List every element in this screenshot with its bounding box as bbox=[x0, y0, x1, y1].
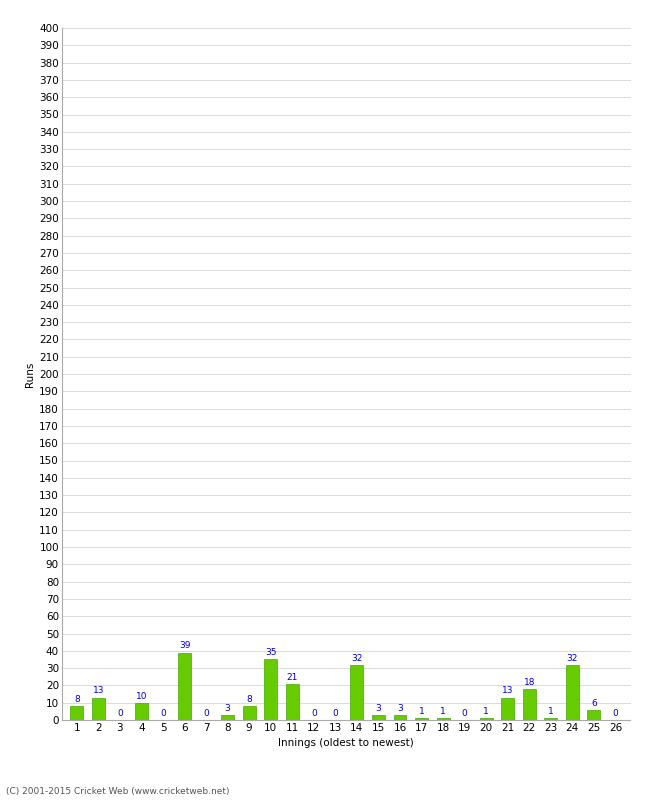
Text: 3: 3 bbox=[376, 704, 382, 713]
Bar bbox=[393, 715, 406, 720]
Text: 10: 10 bbox=[136, 692, 147, 701]
Text: 0: 0 bbox=[462, 709, 467, 718]
Text: 1: 1 bbox=[548, 707, 554, 716]
Text: 13: 13 bbox=[92, 686, 104, 695]
Text: 1: 1 bbox=[419, 707, 424, 716]
Bar bbox=[544, 718, 557, 720]
Text: 0: 0 bbox=[333, 709, 338, 718]
Text: 35: 35 bbox=[265, 648, 276, 658]
Text: 1: 1 bbox=[440, 707, 446, 716]
Text: 32: 32 bbox=[567, 654, 578, 662]
Text: 0: 0 bbox=[311, 709, 317, 718]
Text: 6: 6 bbox=[591, 698, 597, 707]
Bar bbox=[242, 706, 255, 720]
Text: (C) 2001-2015 Cricket Web (www.cricketweb.net): (C) 2001-2015 Cricket Web (www.cricketwe… bbox=[6, 787, 230, 796]
Text: 1: 1 bbox=[484, 707, 489, 716]
Bar bbox=[135, 702, 148, 720]
Bar bbox=[480, 718, 493, 720]
X-axis label: Innings (oldest to newest): Innings (oldest to newest) bbox=[278, 738, 414, 748]
Text: 21: 21 bbox=[287, 673, 298, 682]
Y-axis label: Runs: Runs bbox=[25, 362, 35, 386]
Bar bbox=[437, 718, 450, 720]
Text: 18: 18 bbox=[523, 678, 535, 686]
Bar bbox=[221, 715, 234, 720]
Text: 0: 0 bbox=[160, 709, 166, 718]
Text: 32: 32 bbox=[351, 654, 363, 662]
Bar bbox=[178, 653, 191, 720]
Text: 0: 0 bbox=[117, 709, 123, 718]
Bar bbox=[501, 698, 514, 720]
Bar bbox=[566, 665, 578, 720]
Text: 0: 0 bbox=[612, 709, 618, 718]
Text: 3: 3 bbox=[397, 704, 403, 713]
Bar bbox=[588, 710, 601, 720]
Bar bbox=[415, 718, 428, 720]
Text: 8: 8 bbox=[246, 695, 252, 704]
Bar bbox=[523, 689, 536, 720]
Text: 39: 39 bbox=[179, 642, 190, 650]
Text: 13: 13 bbox=[502, 686, 514, 695]
Bar bbox=[92, 698, 105, 720]
Bar bbox=[286, 684, 299, 720]
Text: 8: 8 bbox=[74, 695, 80, 704]
Bar bbox=[372, 715, 385, 720]
Bar bbox=[70, 706, 83, 720]
Text: 0: 0 bbox=[203, 709, 209, 718]
Text: 3: 3 bbox=[225, 704, 231, 713]
Bar bbox=[265, 659, 277, 720]
Bar bbox=[350, 665, 363, 720]
